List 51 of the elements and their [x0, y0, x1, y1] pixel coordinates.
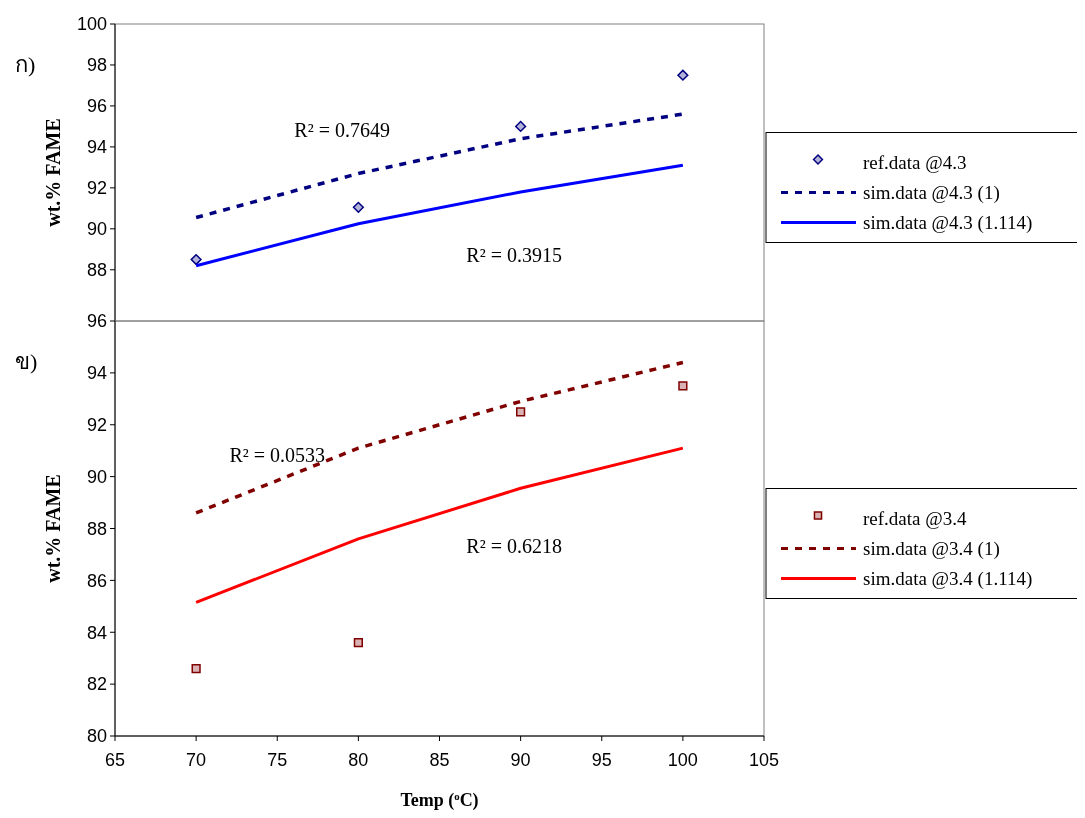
text: ก) — [15, 52, 36, 77]
annotation: R² = 0.7649 — [294, 118, 390, 141]
line-series — [194, 446, 685, 604]
y-tick-label: 92 — [86, 178, 107, 199]
y-tick-label: 100 — [76, 14, 107, 35]
point — [191, 663, 201, 674]
y-tick-label: 90 — [86, 219, 107, 240]
y-tick-label: 92 — [86, 415, 107, 436]
y-tick-label: 90 — [86, 466, 107, 487]
x-tick-label: 100 — [667, 750, 698, 770]
y-tick-label: 82 — [86, 674, 107, 695]
point — [678, 381, 688, 391]
annotation: R² = 0.6218 — [466, 535, 562, 558]
x-tick-label: 90 — [510, 750, 531, 770]
y-axis-title: wt.% FAME — [42, 474, 64, 583]
y-tick-label: 94 — [86, 363, 107, 384]
y-tick-label: 96 — [86, 96, 107, 117]
legend-label: ref.data @3.4 — [863, 508, 967, 530]
x-tick-label: 65 — [104, 750, 126, 770]
line-series — [194, 112, 685, 220]
y-tick-label: 84 — [86, 622, 107, 643]
point — [190, 253, 202, 266]
point — [516, 407, 526, 417]
legend-label: sim.data @4.3 (1.114) — [863, 212, 1033, 235]
y-tick-label: 88 — [86, 260, 107, 281]
y-axis-title: wt.% FAME — [42, 118, 64, 227]
x-tick-label: 85 — [429, 750, 450, 770]
point — [352, 201, 364, 213]
y-tick-label: 88 — [86, 518, 107, 539]
x-tick-label: 80 — [348, 750, 369, 770]
y-tick-label: 86 — [86, 570, 107, 591]
point — [677, 69, 689, 81]
x-tick-label: 105 — [748, 750, 780, 770]
y-tick-label: 98 — [86, 55, 107, 76]
annotation: R² = 0.3915 — [466, 243, 562, 266]
x-tick-label: 70 — [186, 750, 207, 770]
y-tick-label: 96 — [86, 311, 107, 332]
legend-label: sim.data @4.3 (1) — [863, 182, 1000, 205]
y-tick-label: 80 — [86, 726, 107, 747]
legend-label: ref.data @4.3 — [863, 152, 967, 174]
y-tick-label: 94 — [86, 137, 107, 158]
x-axis-title: Temp ($^{o}$C) — [400, 790, 479, 811]
x-tick-label: 75 — [267, 750, 288, 770]
line-series — [194, 360, 685, 515]
annotation: R² = 0.0533 — [229, 444, 326, 467]
point — [353, 638, 363, 648]
point — [515, 120, 527, 133]
legend-label: sim.data @3.4 (1.114) — [863, 568, 1033, 591]
legend-label: sim.data @3.4 (1) — [863, 538, 1000, 561]
text: ข) — [15, 349, 38, 374]
x-tick-label: 95 — [591, 750, 612, 770]
